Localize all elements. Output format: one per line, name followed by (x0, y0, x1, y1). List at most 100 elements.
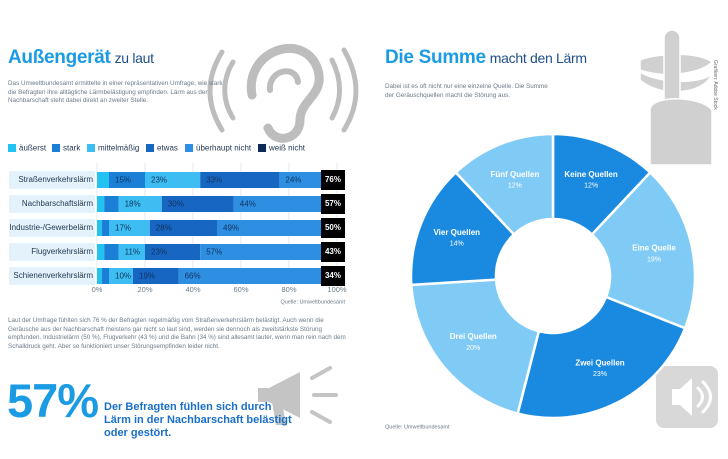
legend-swatch (87, 144, 95, 152)
highlight-text: Der Befragten fühlen sich durch Lärm in … (104, 401, 292, 439)
value-label: 24% (285, 176, 301, 185)
bar-segment (101, 268, 109, 284)
value-label: 57% (206, 248, 222, 257)
value-label: 49% (223, 224, 239, 233)
bar-segment (217, 220, 335, 236)
bar-segment (145, 244, 201, 260)
y-tick-label: Nachbarschaftslärm (22, 199, 93, 208)
x-tick-label: 0% (92, 285, 103, 294)
total-label: 50% (325, 223, 341, 232)
bar-segment (109, 172, 145, 188)
left-title-main: Außengerät (8, 47, 111, 68)
donut-segment (516, 295, 687, 420)
value-label: 20% (466, 345, 480, 352)
value-label: 11% (125, 248, 140, 257)
donut-segment (590, 170, 697, 330)
donut-segment (454, 132, 555, 237)
bar-segment (178, 268, 337, 284)
category-band (9, 195, 95, 213)
value-label: 15% (115, 176, 131, 185)
total-label: 34% (325, 271, 341, 280)
legend-swatch (8, 144, 16, 152)
bar-segment (200, 172, 280, 188)
total-box (321, 218, 345, 238)
value-label: 66% (185, 272, 201, 281)
left-body: Laut der Umfrage fühlten sich 76 % der B… (8, 317, 346, 350)
bar-segment (145, 172, 201, 188)
right-title-suffix: macht den Lärm (489, 50, 587, 66)
y-tick-label: Flugverkehrslärm (31, 247, 93, 256)
value-label: 17% (115, 224, 131, 233)
left-title-suffix: zu laut (114, 50, 154, 66)
bar-segment (104, 244, 119, 260)
total-box (321, 170, 345, 190)
bar-segment (101, 220, 109, 236)
value-label: 10% (115, 272, 131, 281)
category-band (9, 267, 95, 285)
right-intro: Dabei ist es oft nicht nur eine einzelne… (385, 83, 548, 99)
y-tick-label: Industrie-/Gewerbelärm (9, 223, 93, 232)
bar-segment (97, 244, 105, 260)
bar-segment (149, 220, 217, 236)
bar-segment (97, 172, 109, 188)
value-label: 23% (593, 371, 607, 378)
bar-segment (200, 244, 337, 260)
y-tick-label: Schienenverkehrslärm (13, 271, 93, 280)
right-title-main: Die Summe (385, 47, 486, 68)
bar-segment (161, 196, 234, 212)
value-label: 19% (647, 256, 661, 263)
value-label: 44% (240, 200, 256, 209)
bar-segment (233, 196, 340, 212)
value-label: 28% (156, 224, 172, 233)
x-tick-label: 20% (137, 285, 152, 294)
value-label: 19% (139, 272, 155, 281)
x-tick-label: 40% (185, 285, 200, 294)
total-label: 57% (325, 199, 341, 208)
segment-label: Vier Quellen (433, 228, 480, 237)
legend-swatch (185, 144, 193, 152)
left-title: Außengerät zu laut (8, 47, 154, 69)
highlight-number: 57% (7, 374, 99, 427)
value-label: 14% (450, 241, 464, 248)
bar-segment (97, 220, 102, 236)
silence-icon (639, 29, 714, 166)
left-intro: Das Umweltbundesamt ermittelte in einer … (8, 80, 223, 105)
total-box (321, 194, 345, 214)
speaker-icon (656, 366, 718, 428)
bar-segment (133, 268, 179, 284)
segment-label: Keine Quellen (564, 170, 617, 179)
total-label: 76% (325, 175, 341, 184)
ear-icon (207, 43, 359, 143)
legend-swatch (258, 144, 266, 152)
legend-label: stark (63, 144, 81, 153)
donut-segment (409, 170, 516, 287)
x-tick-label: 60% (233, 285, 248, 294)
legend-label: überhaupt nicht (196, 144, 252, 153)
segment-label: Drei Quellen (450, 332, 497, 341)
segment-label: Eine Quelle (632, 244, 676, 253)
legend-swatch (52, 144, 60, 152)
total-box (321, 242, 345, 262)
value-label: 30% (168, 200, 184, 209)
bar-segment (109, 268, 133, 284)
bar-segment (104, 196, 119, 212)
value-label: 23% (151, 176, 167, 185)
legend-label: weiß nicht (268, 144, 306, 153)
value-label: 12% (584, 183, 598, 190)
source: Quelle: Umweltbundesamt (385, 424, 450, 430)
bar-segment (118, 244, 145, 260)
right-title: Die Summe macht den Lärm (385, 47, 587, 69)
x-tick-label: 100% (327, 285, 347, 294)
value-label: 12% (508, 183, 522, 190)
legend-swatch (146, 144, 154, 152)
category-band (9, 243, 95, 261)
bar-segment (97, 196, 105, 212)
source: Quelle: Umweltbundesamt (280, 299, 345, 305)
segment-label: Fünf Quellen (490, 170, 539, 179)
category-band (9, 219, 95, 237)
bar-segment (97, 268, 102, 284)
legend-label: etwas (157, 144, 178, 153)
legend-label: äußerst (19, 144, 47, 153)
